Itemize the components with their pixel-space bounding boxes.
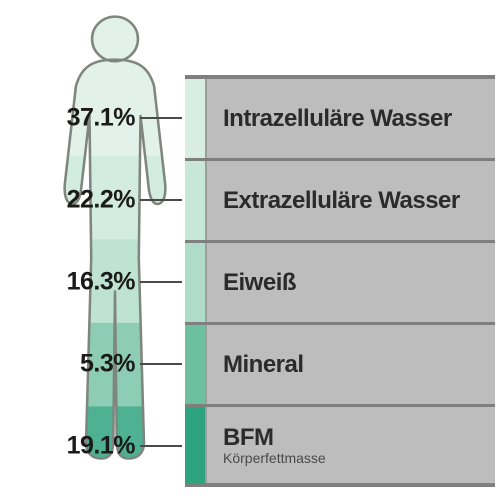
composition-row: Intrazelluläre Wasser <box>185 79 495 161</box>
color-chip <box>185 243 207 322</box>
row-title: Intrazelluläre Wasser <box>223 105 495 133</box>
row-title: Mineral <box>223 351 495 379</box>
color-chip <box>185 325 207 404</box>
leader-line <box>140 281 182 283</box>
row-label-cell: Mineral <box>207 325 495 404</box>
pct-value: 19.1% <box>67 432 135 461</box>
percent-column: 37.1% 22.2% 16.3% 5.3% 19.1% <box>0 75 135 485</box>
composition-row: BFMKörperfettmasse <box>185 407 495 487</box>
leader-line <box>140 117 182 119</box>
color-chip <box>185 161 207 240</box>
row-title: BFM <box>223 424 495 452</box>
color-chip <box>185 79 207 158</box>
pct-value: 22.2% <box>67 186 135 215</box>
pct-value: 5.3% <box>80 350 135 379</box>
composition-table: Intrazelluläre Wasser Extrazelluläre Wass… <box>185 75 495 485</box>
leader-line <box>140 445 182 447</box>
row-label-cell: Extrazelluläre Wasser <box>207 161 495 240</box>
composition-row: Mineral <box>185 325 495 407</box>
row-subtitle: Körperfettmasse <box>223 450 495 466</box>
row-title: Extrazelluläre Wasser <box>223 187 495 215</box>
pct-value: 16.3% <box>67 268 135 297</box>
row-label-cell: Intrazelluläre Wasser <box>207 79 495 158</box>
leader-line <box>140 199 182 201</box>
composition-row: Eiweiß <box>185 243 495 325</box>
color-chip <box>185 407 207 483</box>
row-label-cell: Eiweiß <box>207 243 495 322</box>
leader-line <box>140 363 182 365</box>
row-title: Eiweiß <box>223 269 495 297</box>
pct-value: 37.1% <box>67 104 135 133</box>
composition-row: Extrazelluläre Wasser <box>185 161 495 243</box>
row-label-cell: BFMKörperfettmasse <box>207 407 495 483</box>
